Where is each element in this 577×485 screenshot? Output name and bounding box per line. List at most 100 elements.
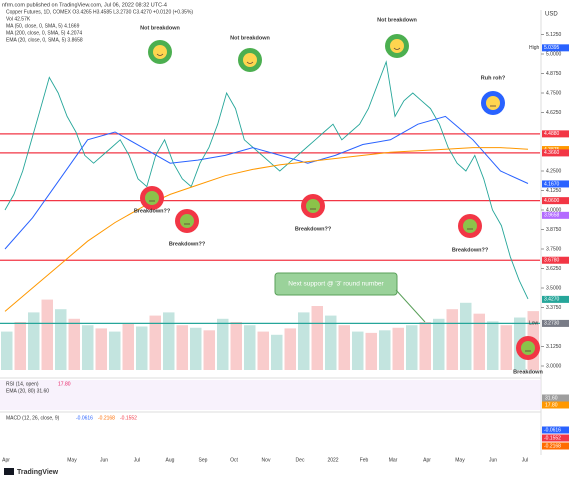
x-tick-label: 2022: [327, 457, 338, 463]
macd-label: -0.2168: [544, 443, 561, 449]
emoji-mouth: [393, 47, 401, 50]
volume-bar: [379, 330, 391, 370]
price-badge-label: 3.9658: [544, 213, 560, 219]
price-badge-label: 5.0395: [544, 45, 560, 51]
rsi-badge: [542, 394, 569, 402]
macd-badge: [542, 434, 569, 442]
emoji-face: [521, 341, 535, 355]
x-tick-label: Oct: [230, 457, 238, 463]
volume-bar: [149, 315, 161, 370]
y-tick-label: 5.0000: [546, 51, 562, 57]
macd-value: -0.0616: [76, 415, 93, 421]
legend-entry: MA (50, close, 0, SMA, 5) 4.1669: [6, 23, 80, 29]
volume-bar: [406, 325, 418, 370]
y-tick-label: 3.3750: [546, 305, 562, 311]
emoji-face: [153, 45, 167, 59]
rsi-value: 17.80: [58, 381, 71, 387]
x-tick-label: Jun: [489, 457, 497, 463]
x-tick-label: Jul: [522, 457, 528, 463]
volume-bar: [217, 318, 229, 370]
price-badge-label: 4.1670: [544, 181, 560, 187]
emoji-face: [486, 96, 500, 110]
macd-label: -0.0616: [544, 427, 561, 433]
y-tick-label: 3.5000: [546, 285, 562, 291]
price-badge: [542, 180, 569, 188]
x-tick-label: Jul: [134, 457, 140, 463]
emoji-mouth: [156, 53, 164, 56]
x-tick-label: Apr: [423, 457, 431, 463]
y-tick-label: 4.2500: [546, 168, 562, 174]
annotation: Ruh roh?: [481, 75, 506, 81]
volume-bar: [41, 299, 53, 370]
emoji-face: [180, 214, 194, 228]
volume-bar: [298, 312, 310, 370]
y-tick-label: 3.0000: [546, 363, 562, 369]
rsi-badge: [542, 401, 569, 409]
volume-bar: [14, 322, 26, 370]
volume-bar: [338, 325, 350, 370]
callout-text: Next support @ '3' round number: [288, 281, 384, 288]
y-tick-label: 4.8750: [546, 71, 562, 77]
volume-bar: [352, 331, 364, 370]
annotation: Breakdown??: [169, 241, 206, 247]
y-tick-label: 3.7500: [546, 246, 562, 252]
volume-bar: [419, 322, 431, 370]
volume-bar: [136, 326, 148, 370]
rsi-band: [0, 380, 541, 410]
y-tick-label: 4.1250: [546, 188, 562, 194]
callout: Next support @ '3' round number: [274, 272, 426, 323]
x-tick-label: Dec: [296, 457, 305, 463]
volume-bar: [365, 332, 377, 370]
volume-bar: [28, 312, 40, 370]
price-badge: [542, 211, 569, 219]
volume-bar: [82, 325, 94, 370]
volume-bar: [230, 322, 242, 370]
x-tick-label: Sep: [199, 457, 208, 463]
badge-tag: Low: [529, 321, 539, 327]
y-tick-label: 4.7500: [546, 90, 562, 96]
volume-bar: [109, 331, 121, 370]
macd-label: -0.1552: [544, 435, 561, 441]
volume-bar: [325, 315, 337, 370]
price-badge: [542, 256, 569, 264]
price-badge: [542, 130, 569, 138]
volume-bar: [271, 334, 283, 370]
annotation: Not breakdown: [377, 17, 417, 23]
annotation: Breakdown??: [134, 208, 171, 214]
price-badge-label: 4.4880: [544, 131, 560, 137]
volume-bar: [95, 328, 107, 370]
macd-badge: [542, 426, 569, 434]
x-tick-label: Feb: [360, 457, 369, 463]
volume-bar: [487, 321, 499, 370]
price-badge-label: 3.2730: [544, 321, 560, 327]
x-tick-label: Apr: [2, 457, 10, 463]
series-line: [4, 115, 529, 250]
volume-bar: [203, 330, 215, 370]
series-line: [4, 147, 529, 312]
price-badge: [542, 319, 569, 327]
volume-bar: [68, 318, 80, 370]
volume-bar: [433, 318, 445, 370]
emoji-face: [243, 53, 257, 67]
y-tick-label: 3.8750: [546, 227, 562, 233]
volume-bar: [284, 328, 296, 370]
badge-tag: High: [529, 45, 540, 51]
x-tick-label: May: [67, 457, 77, 463]
rsi-label: 17.80: [545, 402, 558, 408]
rsi-title: RSI (14, open): [6, 381, 39, 387]
volume-bar: [473, 313, 485, 370]
y-tick-label: 4.0000: [546, 207, 562, 213]
macd-value: -0.2168: [98, 415, 115, 421]
volume-bar: [176, 325, 188, 370]
annotation: Breakdown??: [295, 226, 332, 232]
legend-entry: Copper Futures, 1D, COMEX O3.4265 H3.458…: [6, 9, 193, 15]
price-badge-label: 3.6780: [544, 258, 560, 264]
y-tick-label: 3.1250: [546, 344, 562, 350]
price-badge-label: 4.3660: [544, 150, 560, 156]
price-badge: [542, 44, 569, 52]
volume-bar: [55, 309, 67, 370]
legend-entry: MA (200, close, 0, SMA, 5) 4.2074: [6, 30, 82, 36]
volume-bar: [257, 331, 269, 370]
footer: TradingView: [17, 469, 59, 476]
